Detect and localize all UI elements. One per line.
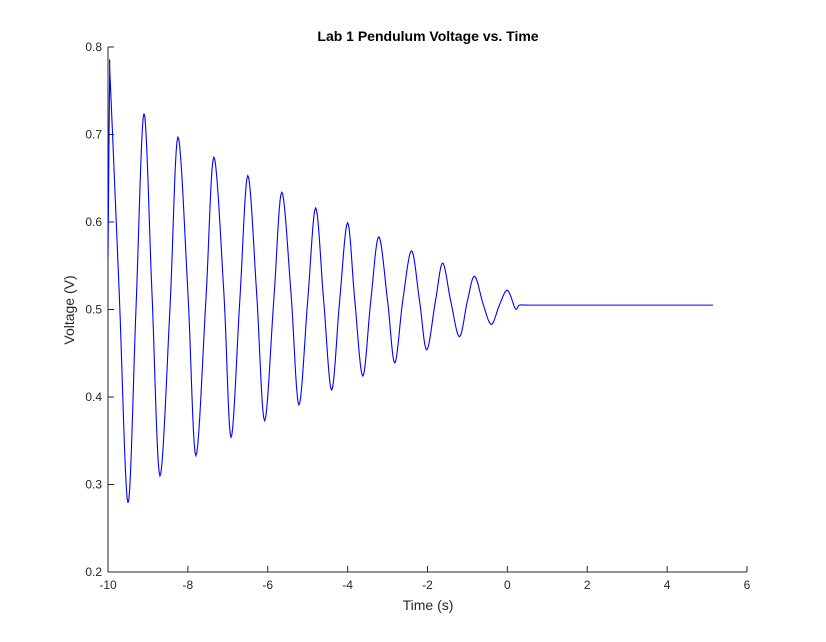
x-tick-label: -4 [342, 578, 353, 592]
y-tick-label: 0.3 [85, 478, 102, 492]
x-tick-label: -6 [262, 578, 273, 592]
x-tick-label: 6 [744, 578, 751, 592]
x-tick-label: -10 [99, 578, 117, 592]
y-axis-label: Voltage (V) [61, 275, 77, 344]
y-tick-label: 0.8 [85, 40, 102, 54]
x-axis-label: Time (s) [403, 597, 454, 613]
x-tick-label: 2 [584, 578, 591, 592]
chart-title: Lab 1 Pendulum Voltage vs. Time [317, 28, 538, 44]
x-tick-label: 4 [664, 578, 671, 592]
x-tick-label: -2 [422, 578, 433, 592]
y-tick-label: 0.4 [85, 390, 102, 404]
y-tick-label: 0.7 [85, 128, 102, 142]
y-tick-label: 0.6 [85, 215, 102, 229]
y-axis-ticks: 0.2 0.3 0.4 0.5 0.6 0.7 0.8 [85, 40, 114, 579]
x-tick-label: 0 [504, 578, 511, 592]
y-tick-label: 0.5 [85, 303, 102, 317]
voltage-series-line [107, 59, 714, 504]
y-tick-label: 0.2 [85, 565, 102, 579]
x-axis-ticks: -10 -8 -6 -4 -2 0 2 4 6 [99, 566, 751, 592]
x-tick-label: -8 [183, 578, 194, 592]
